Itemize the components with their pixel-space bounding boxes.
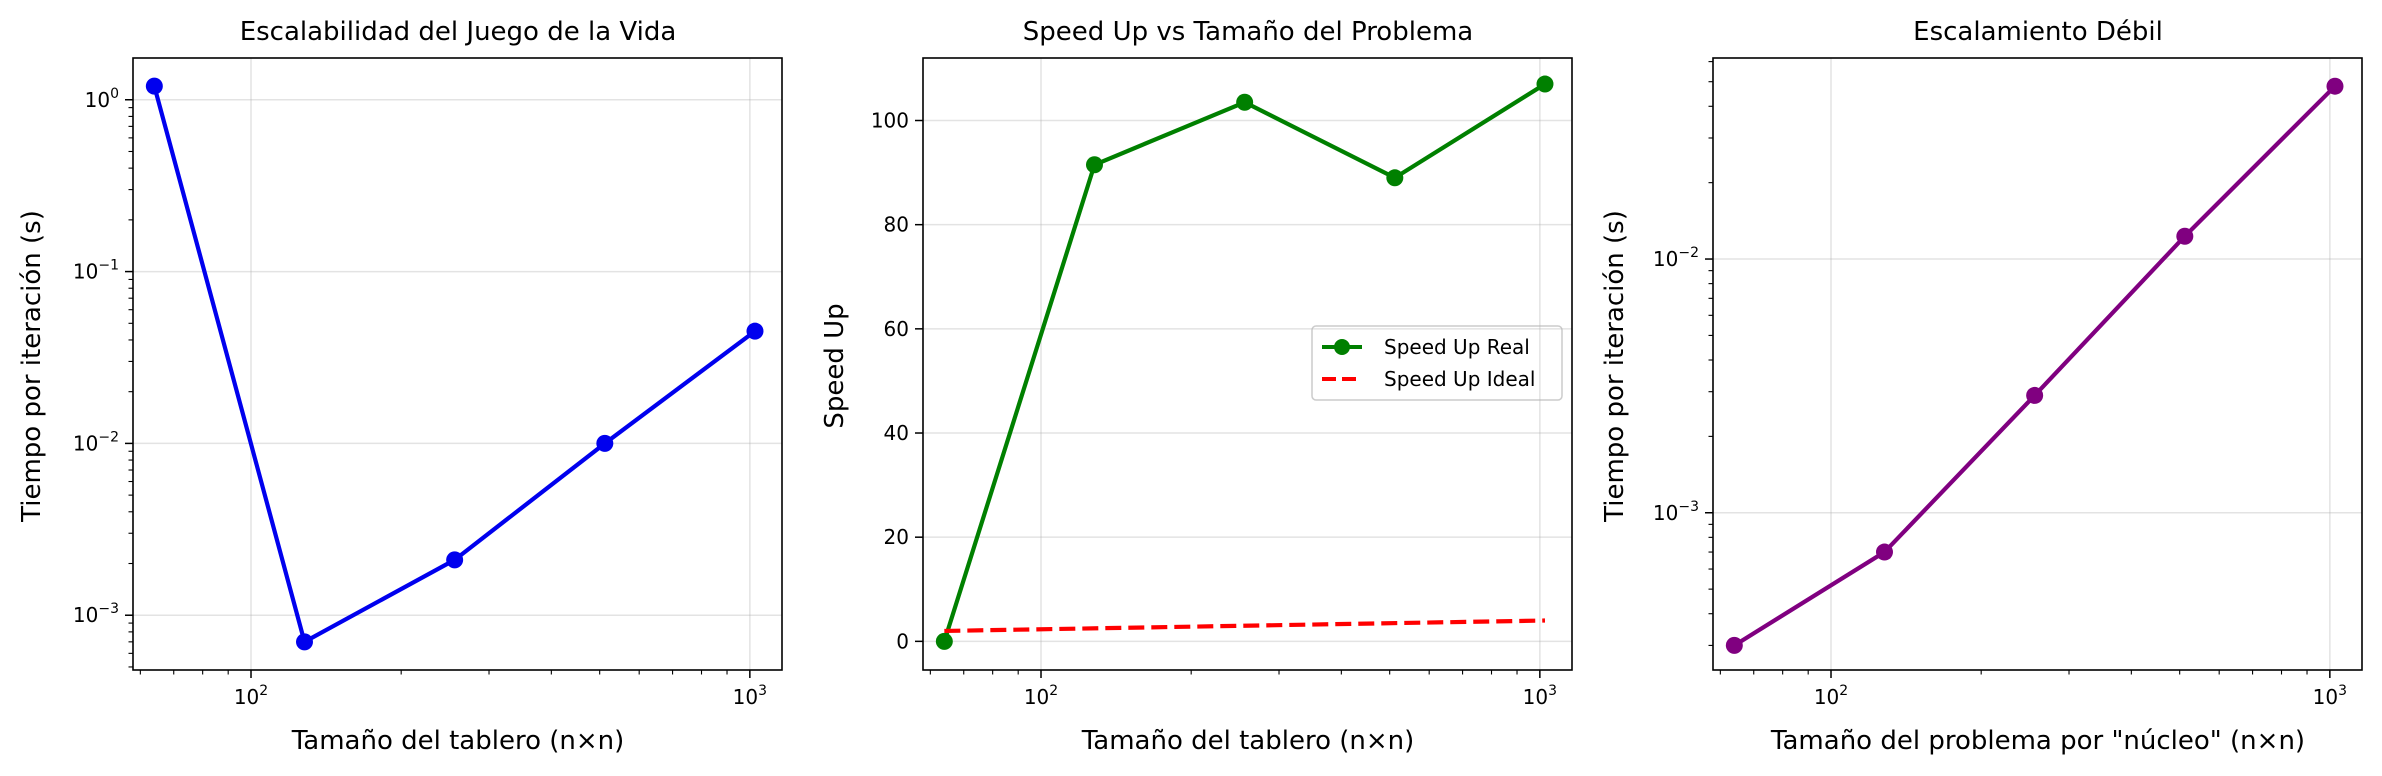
y-tick-label: 10−3 <box>1653 499 1699 525</box>
data-point <box>1875 543 1893 561</box>
plot-frame <box>132 57 783 671</box>
data-series <box>1725 77 2344 654</box>
y-tick-label-base: 100 <box>871 109 909 133</box>
plot-frame <box>922 57 1573 671</box>
y-tick-label: 100 <box>871 109 909 133</box>
x-tick-label-base: 10 <box>1814 685 1839 709</box>
x-tick-label: 103 <box>2313 683 2347 709</box>
y-tick-label-base: 10 <box>1653 247 1678 271</box>
y-tick-label-exponent: −1 <box>98 258 119 274</box>
chart-title: Escalamiento Débil <box>1913 17 2163 47</box>
x-axis-label: Tamaño del problema por "núcleo" (n×n) <box>1770 726 2305 756</box>
data-point <box>1536 75 1554 93</box>
legend: Speed Up Real Speed Up Ideal <box>1311 325 1563 401</box>
y-tick-label-exponent: 0 <box>110 86 119 102</box>
data-point <box>1386 169 1404 187</box>
x-tick-label-exponent: 3 <box>758 683 767 699</box>
legend-frame <box>1311 325 1563 401</box>
x-tick-label-base: 10 <box>234 685 259 709</box>
data-point <box>2026 386 2044 404</box>
axis-ticks <box>1705 61 2331 678</box>
y-tick-label: 80 <box>884 213 909 237</box>
y-axis-label: Tiempo por iteración (s) <box>17 210 47 523</box>
chart-title: Speed Up vs Tamaño del Problema <box>1023 17 1473 47</box>
series-line-2 <box>944 618 1546 634</box>
y-tick-label: 0 <box>896 629 909 653</box>
y-tick-label: 60 <box>884 317 909 341</box>
y-tick-label-base: 0 <box>896 629 909 653</box>
x-tick-label: 102 <box>1814 683 1848 709</box>
y-tick-label-exponent: −3 <box>1678 499 1699 515</box>
y-tick-label: 100 <box>85 86 119 112</box>
y-tick-label-base: 20 <box>884 525 909 549</box>
chart-panel-speedup: Speed Up vs Tamaño del Problema Tamaño d… <box>820 17 1573 756</box>
chart-panel-weak-scaling: Escalamiento Débil Tamaño del problema p… <box>1600 17 2363 756</box>
legend-label-ideal: Speed Up Ideal <box>1384 367 1535 391</box>
chart-panel-runtime-scaling: Escalabilidad del Juego de la Vida Tamañ… <box>17 17 783 756</box>
data-point <box>935 632 953 650</box>
x-tick-label-base: 10 <box>733 685 758 709</box>
chart-title: Escalabilidad del Juego de la Vida <box>240 17 677 47</box>
axis-ticks <box>915 119 1541 678</box>
axis-ticks <box>125 99 751 678</box>
data-series <box>145 77 764 651</box>
grid-lines <box>1713 58 2362 670</box>
data-point <box>1725 636 1743 654</box>
y-tick-label-exponent: −3 <box>98 601 119 617</box>
x-tick-label-exponent: 2 <box>1049 683 1058 699</box>
data-point <box>145 77 163 95</box>
x-tick-label: 103 <box>733 683 767 709</box>
series-line-1 <box>1733 84 2337 648</box>
x-tick-label: 102 <box>234 683 268 709</box>
y-tick-label: 40 <box>884 421 909 445</box>
y-tick-label: 10−2 <box>1653 245 1699 271</box>
data-series <box>935 75 1554 650</box>
grid-lines <box>133 58 782 670</box>
y-tick-label: 10−3 <box>73 601 119 627</box>
y-tick-label: 10−2 <box>73 429 119 455</box>
y-axis-label: Tiempo por iteración (s) <box>1600 210 1630 523</box>
x-tick-label-exponent: 3 <box>2338 683 2347 699</box>
data-point <box>295 633 313 651</box>
x-axis-label: Tamaño del tablero (n×n) <box>291 726 625 756</box>
y-tick-label-exponent: −2 <box>98 429 119 445</box>
legend-marker-real <box>1334 339 1350 355</box>
y-tick-label-base: 40 <box>884 421 909 445</box>
y-tick-label-base: 10 <box>85 88 110 112</box>
x-tick-label-base: 10 <box>2313 685 2338 709</box>
y-tick-label: 10−1 <box>73 258 119 284</box>
y-tick-label-base: 10 <box>1653 501 1678 525</box>
x-tick-label-exponent: 3 <box>1548 683 1557 699</box>
data-point <box>2176 227 2194 245</box>
x-tick-label-base: 10 <box>1024 685 1049 709</box>
data-point <box>596 434 614 452</box>
y-tick-label-base: 10 <box>73 603 98 627</box>
y-tick-label-exponent: −2 <box>1678 245 1699 261</box>
x-tick-label: 102 <box>1024 683 1058 709</box>
data-point <box>1236 93 1254 111</box>
data-point <box>1085 156 1103 174</box>
data-point <box>2326 77 2344 95</box>
plot-frame <box>1712 57 2363 671</box>
grid-lines <box>923 58 1572 670</box>
x-tick-label-exponent: 2 <box>1839 683 1848 699</box>
x-tick-label-base: 10 <box>1523 685 1548 709</box>
x-tick-label-exponent: 2 <box>259 683 268 699</box>
y-tick-label-base: 10 <box>73 260 98 284</box>
y-axis-label: Speed Up <box>820 303 850 428</box>
y-tick-label-base: 80 <box>884 213 909 237</box>
y-tick-label: 20 <box>884 525 909 549</box>
y-tick-label-base: 60 <box>884 317 909 341</box>
legend-label-real: Speed Up Real <box>1384 335 1530 359</box>
x-axis-label: Tamaño del tablero (n×n) <box>1081 726 1415 756</box>
x-tick-label: 103 <box>1523 683 1557 709</box>
data-point <box>446 551 464 569</box>
data-point <box>746 322 764 340</box>
y-tick-label-base: 10 <box>73 431 98 455</box>
